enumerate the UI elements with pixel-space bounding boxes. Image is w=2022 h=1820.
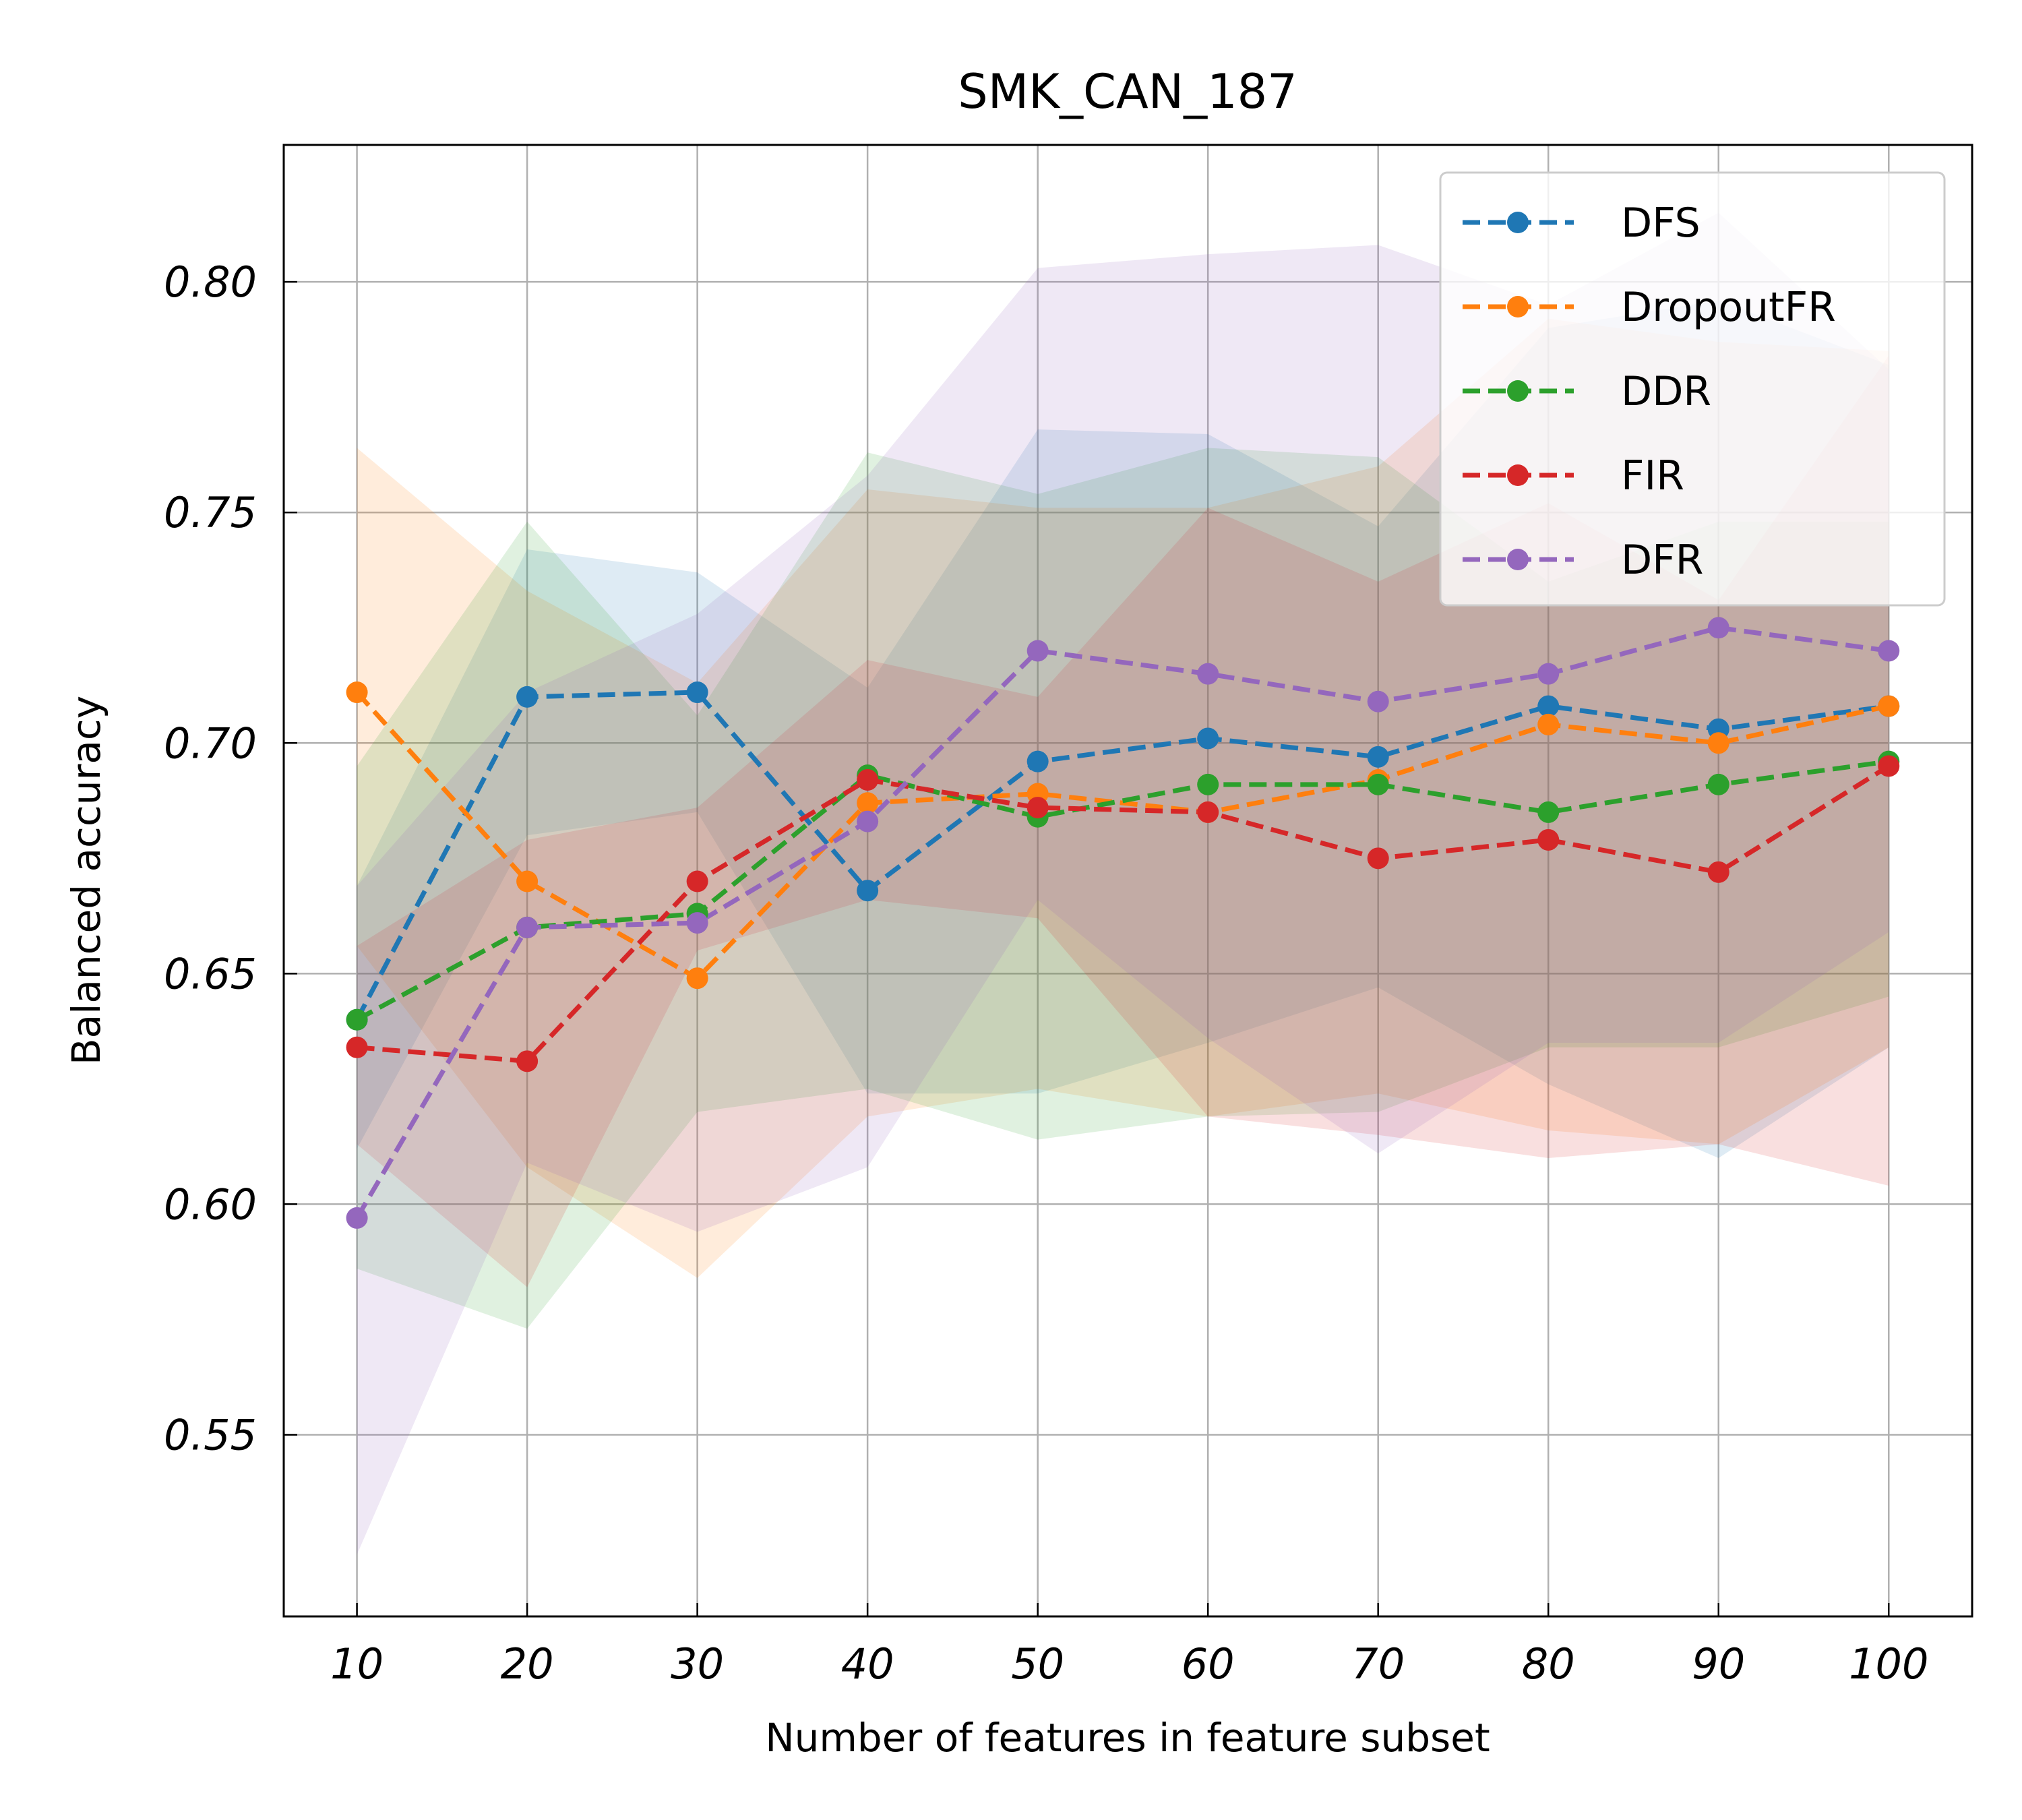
point-dfr — [1367, 690, 1389, 712]
x-tick-label: 30 — [671, 1639, 724, 1689]
x-tick-label: 100 — [1849, 1639, 1928, 1689]
x-tick-label: 80 — [1522, 1639, 1575, 1689]
point-ddr — [1707, 773, 1729, 795]
point-dfr — [346, 1207, 368, 1229]
legend-marker-dropoutfr — [1507, 296, 1529, 317]
legend-marker-dfs — [1507, 212, 1529, 233]
point-dfr — [857, 810, 879, 832]
y-tick-label: 0.60 — [164, 1180, 257, 1229]
point-fir — [1878, 755, 1900, 777]
line-ddr — [355, 759, 1889, 1022]
point-dfr — [516, 916, 539, 938]
point-dfr — [1878, 640, 1900, 662]
point-dfs — [1197, 727, 1219, 750]
legend-marker-fir — [1507, 464, 1529, 486]
point-dfs — [686, 681, 708, 704]
grid — [284, 145, 1972, 1616]
point-dfs — [1027, 750, 1049, 772]
point-fir — [1707, 861, 1729, 883]
y-tick-label: 0.80 — [164, 257, 257, 307]
legend-label-ddr: DDR — [1621, 368, 1711, 415]
x-tick-label: 10 — [330, 1639, 384, 1689]
point-ddr — [346, 1008, 368, 1031]
point-fir — [1027, 797, 1049, 819]
x-axis-label: Number of features in feature subset — [765, 1715, 1490, 1761]
point-dfr — [1707, 617, 1729, 639]
point-dfs — [857, 880, 879, 902]
x-tick-label: 50 — [1011, 1639, 1064, 1689]
point-dfs — [1367, 746, 1389, 768]
legend: DFS DropoutFR DDR FIR DFR — [1439, 171, 1946, 607]
x-tick-label: 90 — [1692, 1639, 1745, 1689]
line-dfs — [355, 690, 1889, 1021]
line-dfr — [355, 625, 1889, 1219]
point-dfs — [1537, 695, 1560, 717]
point-dropoutfr — [516, 870, 539, 892]
point-fir — [1537, 828, 1560, 851]
y-tick-label: 0.70 — [164, 719, 257, 768]
point-fir — [346, 1036, 368, 1058]
chart-title: SMK_CAN_187 — [958, 64, 1297, 119]
legend-label-dfs: DFS — [1621, 200, 1701, 247]
plot-area-frame — [282, 144, 1973, 1618]
point-dfr — [686, 912, 708, 934]
x-tick-label: 40 — [841, 1639, 894, 1689]
point-fir — [857, 769, 879, 791]
point-fir — [516, 1050, 539, 1072]
band-ddr — [357, 448, 1889, 1329]
point-dfs — [516, 686, 539, 708]
legend-label-dropoutfr: DropoutFR — [1621, 284, 1836, 331]
point-ddr — [1197, 773, 1219, 795]
point-dfr — [1537, 663, 1560, 685]
point-dfr — [1197, 663, 1219, 685]
point-dropoutfr — [346, 681, 368, 704]
point-fir — [686, 870, 708, 892]
point-ddr — [1537, 801, 1560, 823]
point-dropoutfr — [1878, 695, 1900, 717]
point-ddr — [1367, 773, 1389, 795]
legend-label-dfr: DFR — [1621, 537, 1703, 584]
point-dfr — [1027, 640, 1049, 662]
x-tick-label: 70 — [1351, 1639, 1405, 1689]
x-tick-label: 20 — [501, 1639, 554, 1689]
line-dropoutfr — [355, 690, 1890, 981]
line-fir — [357, 764, 1891, 1064]
legend-marker-dfr — [1507, 549, 1529, 570]
point-dropoutfr — [1537, 713, 1560, 735]
series-markers — [346, 617, 1900, 1229]
point-dropoutfr — [686, 967, 708, 990]
y-axis-label: Balanced accuracy — [63, 696, 109, 1065]
axis-ticks: 10 20 30 40 50 60 70 80 90 100 0.55 0.60 0.65 0.70 0.7… — [164, 257, 1928, 1689]
point-dropoutfr — [1707, 732, 1729, 754]
point-fir — [1197, 801, 1219, 823]
y-tick-label: 0.65 — [164, 949, 257, 998]
legend-box — [1439, 171, 1946, 607]
x-tick-label: 60 — [1182, 1639, 1235, 1689]
series-lines — [355, 625, 1891, 1219]
y-tick-label: 0.55 — [164, 1410, 257, 1459]
point-fir — [1367, 847, 1389, 870]
point-dropoutfr — [857, 792, 879, 814]
legend-label-fir: FIR — [1621, 452, 1684, 499]
legend-marker-ddr — [1507, 380, 1529, 402]
y-tick-label: 0.75 — [164, 488, 257, 537]
